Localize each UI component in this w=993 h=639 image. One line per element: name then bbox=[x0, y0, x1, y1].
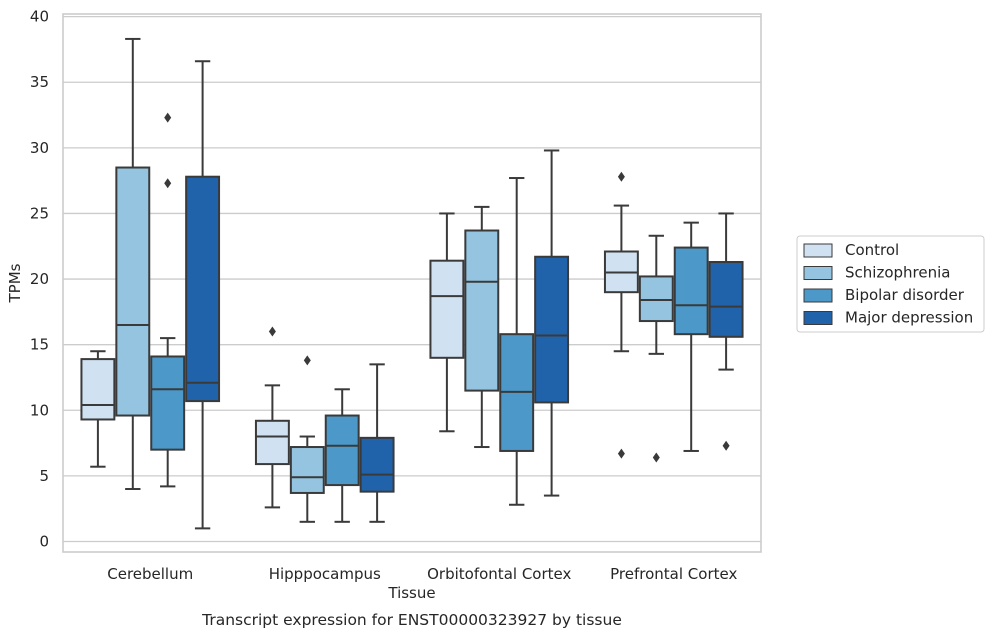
box-2-3 bbox=[534, 149, 570, 497]
y-tick-label: 30 bbox=[30, 139, 49, 157]
box-body bbox=[115, 166, 151, 417]
legend-label: Bipolar disorder bbox=[845, 286, 965, 304]
box-body bbox=[324, 414, 360, 487]
y-tick-label: 35 bbox=[30, 73, 49, 91]
x-axis-ticks: Cerebellum Hipppocampus Orbitofontal Corte… bbox=[107, 565, 737, 583]
outlier-point bbox=[617, 171, 625, 182]
legend-label: Major depression bbox=[845, 309, 973, 327]
outlier-point bbox=[617, 448, 625, 459]
box-1-0 bbox=[254, 326, 290, 509]
box-body bbox=[150, 355, 186, 451]
legend-swatch bbox=[803, 266, 833, 280]
box-2-1 bbox=[464, 205, 500, 449]
box-3-3 bbox=[708, 212, 744, 451]
legend-frame bbox=[796, 235, 985, 333]
box-body bbox=[638, 275, 674, 323]
box-2-0 bbox=[429, 212, 465, 433]
box-1-1 bbox=[289, 355, 325, 523]
y-tick-label: 25 bbox=[30, 204, 49, 222]
box-body bbox=[673, 246, 709, 336]
x-tick-label: Cerebellum bbox=[107, 565, 193, 583]
x-axis-label: Tissue bbox=[387, 584, 435, 602]
box-1-2 bbox=[324, 388, 360, 523]
box-body bbox=[185, 175, 221, 403]
outlier-point bbox=[164, 178, 172, 189]
chart-caption: Transcript expression for ENST0000032392… bbox=[201, 611, 622, 629]
outlier-point bbox=[722, 440, 730, 451]
box-body bbox=[289, 446, 325, 494]
y-tick-label: 40 bbox=[30, 8, 49, 26]
outlier-point bbox=[164, 112, 172, 123]
plot-frame bbox=[62, 13, 762, 553]
box-series bbox=[80, 37, 744, 530]
y-axis-label: TPMs bbox=[6, 263, 24, 303]
y-tick-label: 10 bbox=[30, 401, 49, 419]
box-2-2 bbox=[499, 177, 535, 506]
box-3-0 bbox=[603, 171, 639, 459]
x-tick-label: Prefrontal Cortex bbox=[610, 565, 737, 583]
box-0-3 bbox=[185, 60, 221, 530]
legend-label: Schizophrenia bbox=[845, 264, 950, 282]
x-tick-label: Orbitofontal Cortex bbox=[427, 565, 571, 583]
box-body bbox=[359, 436, 395, 493]
x-tick-label: Hipppocampus bbox=[269, 565, 381, 583]
box-3-1 bbox=[638, 234, 674, 463]
legend-label: Control bbox=[845, 241, 899, 259]
box-body bbox=[429, 259, 465, 359]
y-tick-label: 0 bbox=[39, 533, 49, 551]
box-0-1 bbox=[115, 37, 151, 491]
box-body bbox=[80, 358, 116, 421]
y-tick-label: 5 bbox=[39, 467, 49, 485]
legend-swatch bbox=[803, 311, 833, 325]
outlier-point bbox=[652, 452, 660, 463]
legend-swatch bbox=[803, 288, 833, 303]
box-0-0 bbox=[80, 350, 116, 468]
box-1-3 bbox=[359, 363, 395, 523]
y-tick-label: 15 bbox=[30, 336, 49, 354]
y-tick-label: 20 bbox=[30, 270, 49, 288]
box-0-2 bbox=[150, 112, 186, 488]
outlier-point bbox=[303, 355, 311, 366]
box-body bbox=[708, 261, 744, 338]
outlier-point bbox=[268, 326, 276, 337]
box-body bbox=[464, 229, 500, 392]
box-body bbox=[534, 255, 570, 404]
legend: Control Schizophrenia Bipolar disorder Majo… bbox=[796, 235, 985, 333]
box-3-2 bbox=[673, 221, 709, 452]
y-axis-ticks: 0 5 10 15 20 25 30 35 40 bbox=[30, 8, 49, 551]
box-body bbox=[254, 419, 290, 466]
legend-swatch bbox=[803, 243, 833, 258]
